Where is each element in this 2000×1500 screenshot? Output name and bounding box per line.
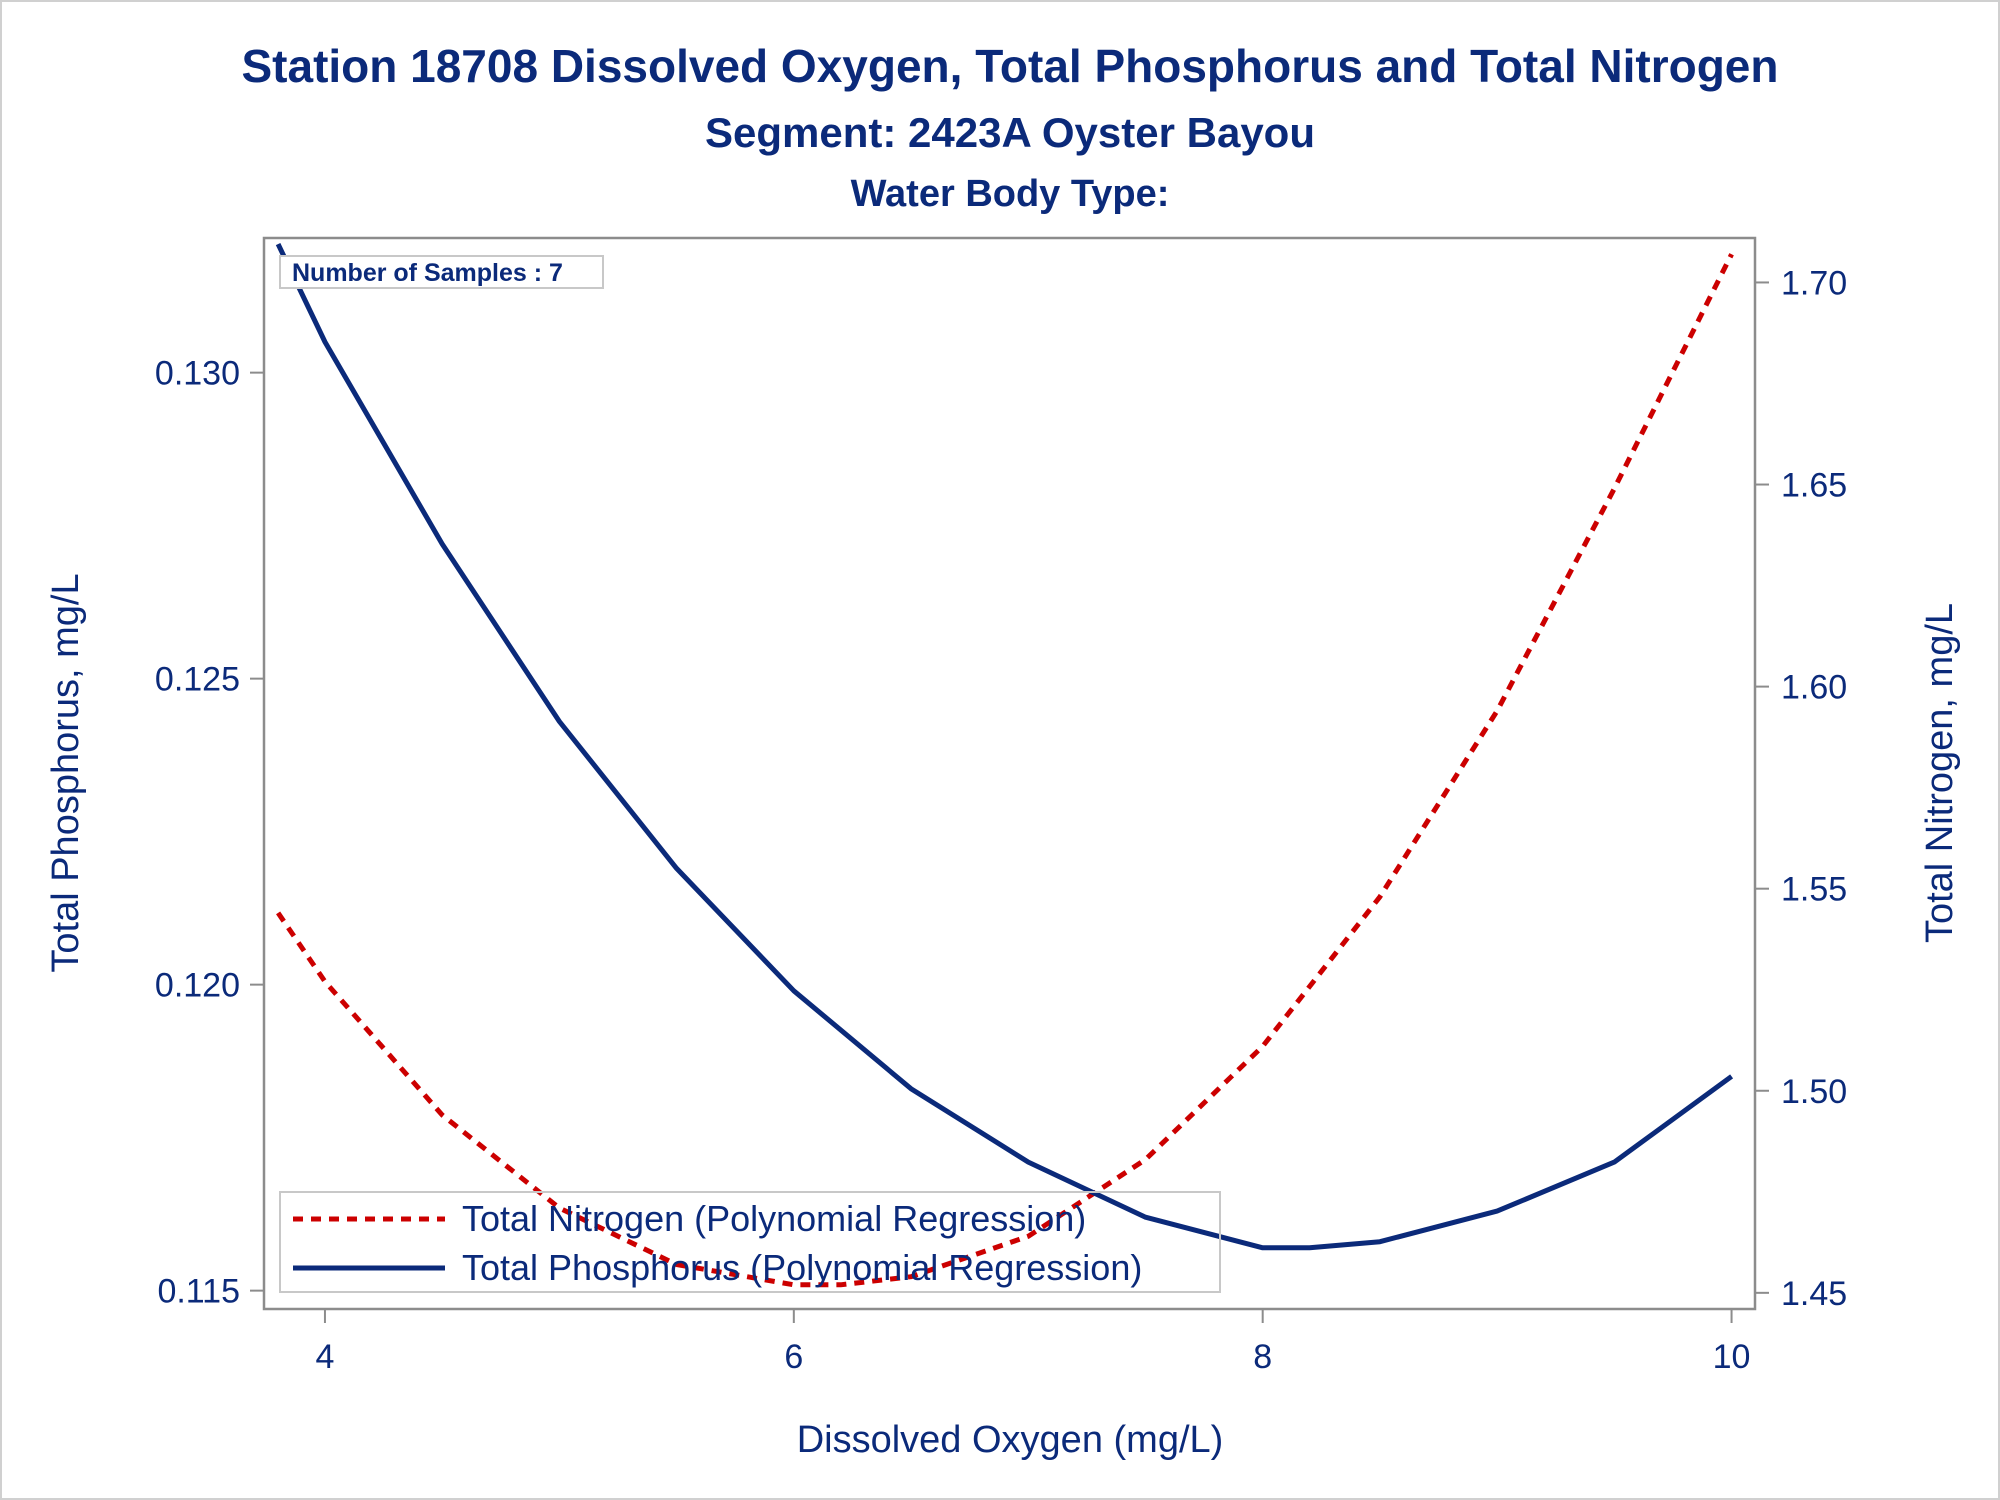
y-axis-left: 0.115 0.120 0.125 0.130: [155, 355, 264, 1311]
chart-subtitle-waterbody: Water Body Type:: [851, 173, 1170, 215]
series-line-nitrogen: [276, 253, 1734, 1288]
x-tick-label: 4: [315, 1338, 334, 1376]
x-tick-label: 10: [1713, 1338, 1751, 1376]
x-tick-label: 8: [1253, 1338, 1272, 1376]
y2-tick-label: 1.65: [1781, 467, 1847, 505]
inset-text: Number of Samples : 7: [292, 259, 563, 287]
y2-tick-label: 1.50: [1781, 1073, 1847, 1111]
chart-title: Station 18708 Dissolved Oxygen, Total Ph…: [241, 40, 1778, 92]
x-axis: 4 6 8 10: [315, 1309, 1750, 1376]
y-tick-label: 0.125: [155, 661, 240, 699]
y2-tick-label: 1.55: [1781, 871, 1847, 909]
series-line-phosphorus: [275, 243, 1734, 1251]
x-axis-label: Dissolved Oxygen (mg/L): [797, 1419, 1224, 1461]
inset-box: [279, 255, 604, 289]
x-tick-label: 6: [784, 1338, 803, 1376]
plot-area: [262, 236, 1757, 1311]
sample-count-inset: Number of Samples : 7: [279, 255, 604, 289]
y-tick-label: 0.115: [157, 1273, 240, 1311]
legend: Total Nitrogen (Polynomial Regression) T…: [279, 1191, 1221, 1293]
legend-box: [279, 1191, 1221, 1293]
series-layer: [275, 243, 1734, 1288]
y-axis-right: 1.45 1.50 1.55 1.60 1.65 1.70: [1755, 264, 1847, 1313]
y2-tick-label: 1.70: [1781, 264, 1847, 302]
y2-tick-label: 1.60: [1781, 669, 1847, 707]
y2-tick-label: 1.45: [1781, 1275, 1847, 1313]
y-axis-right-label: Total Nitrogen, mg/L: [1919, 603, 1961, 943]
y-tick-label: 0.130: [155, 355, 240, 393]
legend-label-phosphorus: Total Phosphorus (Polynomial Regression): [462, 1247, 1142, 1288]
chart-subtitle-segment: Segment: 2423A Oyster Bayou: [705, 109, 1315, 156]
y-axis-left-label: Total Phosphorus, mg/L: [45, 573, 87, 972]
legend-label-nitrogen: Total Nitrogen (Polynomial Regression): [462, 1198, 1086, 1239]
y-tick-label: 0.120: [155, 967, 240, 1005]
